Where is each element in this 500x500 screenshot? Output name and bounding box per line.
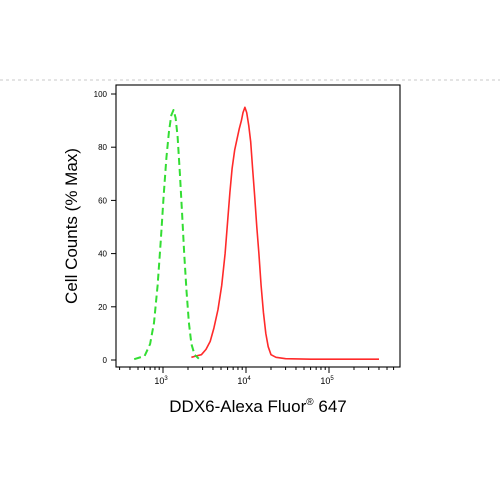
series-line-2 xyxy=(133,109,200,361)
y-axis-ticks: 0 20 40 60 80 100 xyxy=(94,90,116,365)
x-axis-ticks: 103 104 105 xyxy=(119,367,395,386)
x-tick-label-10000: 104 xyxy=(237,376,251,386)
plot-frame xyxy=(115,84,401,368)
series-layer xyxy=(133,106,379,361)
x-tick-label-1000: 103 xyxy=(154,376,168,386)
x-axis-title-suffix: 647 xyxy=(314,397,347,416)
series-line-1 xyxy=(191,106,379,360)
x-axis-title-superscript: ® xyxy=(306,397,314,408)
x-axis-title: DDX6-Alexa Fluor® 647 xyxy=(169,397,346,416)
y-tick-label-0: 0 xyxy=(103,356,108,365)
x-axis-title-main: DDX6-Alexa Fluor xyxy=(169,397,306,416)
y-tick-label-100: 100 xyxy=(94,90,108,99)
y-axis-title: Cell Counts (% Max) xyxy=(62,148,81,304)
y-tick-label-80: 80 xyxy=(98,143,107,152)
x-tick-label-100000: 105 xyxy=(320,376,334,386)
plot-area: 0 20 40 60 80 100 103 104 105 xyxy=(94,84,401,386)
y-tick-label-20: 20 xyxy=(98,303,107,312)
y-tick-label-40: 40 xyxy=(98,250,107,259)
y-tick-label-60: 60 xyxy=(98,196,107,205)
